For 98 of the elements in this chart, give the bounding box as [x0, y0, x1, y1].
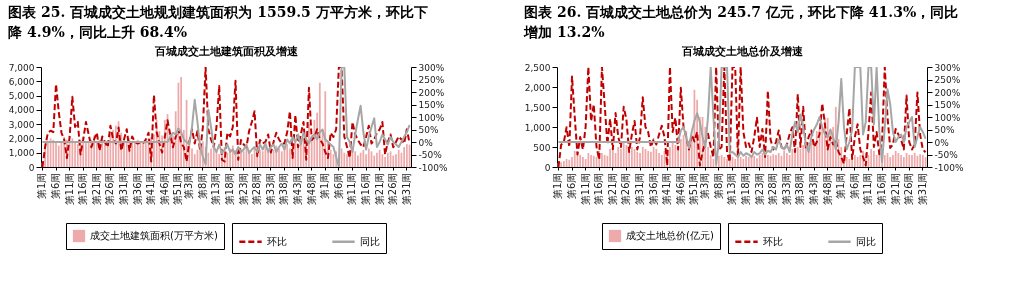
x-tick-label: 第31周 — [633, 172, 645, 206]
x-tick-label: 第16周 — [360, 172, 372, 206]
x-tick-label: 第38周 — [793, 172, 805, 206]
x-tick-label: 第21周 — [90, 172, 102, 206]
x-tick-label: 第31周 — [916, 172, 928, 206]
chart-title: 图表 26. 百城成交土地总价为 245.7 亿元，环比下降 41.3%，同比增加 13.2% — [522, 4, 958, 40]
chart-subtitle: 百城成交土地建筑面积及增速 — [153, 45, 299, 58]
x-tick-label: 第13周 — [210, 172, 222, 206]
y-tick-label: 2,000 — [524, 82, 551, 93]
y2-tick-label: -100% — [934, 162, 964, 173]
y-tick-label: 7,000 — [8, 62, 35, 73]
y2-tick-label: 100% — [934, 112, 961, 123]
y-tick-label: 2,500 — [524, 62, 551, 73]
x-tick-label: 第26周 — [387, 172, 399, 206]
legend-label: 成交土地总价(亿元) — [625, 230, 714, 241]
x-tick-label: 第23周 — [237, 172, 249, 206]
x-tick-label: 第3周 — [698, 172, 710, 199]
y2-tick-label: 50% — [934, 125, 955, 135]
chart-title: 图表 25. 百城成交土地规划建筑面积为 1559.5 万平方米，环比下降 4.9%，同比上升 68.4% — [8, 4, 428, 40]
y2-tick-label: 150% — [418, 100, 445, 110]
y-tick-label: 0 — [28, 162, 35, 173]
chart-subtitle: 百城成交土地总价及增速 — [680, 45, 803, 58]
x-tick-label: 第46周 — [674, 172, 686, 206]
x-tick-label: 第13周 — [725, 172, 737, 206]
legend-label: 环比 — [762, 235, 783, 247]
x-tick-label: 第48周 — [821, 172, 833, 206]
x-tick-label: 第36周 — [647, 172, 659, 206]
x-tick-label: 第43周 — [807, 172, 819, 206]
x-tick-label: 第38周 — [278, 172, 290, 206]
x-tick-label: 第18周 — [224, 172, 236, 206]
y2-tick-label: 300% — [934, 62, 961, 73]
x-tick-label: 第8周 — [712, 172, 724, 199]
x-tick-label: 第31周 — [400, 172, 412, 206]
y-tick-label: 6,000 — [8, 76, 35, 87]
x-tick-label: 第46周 — [158, 172, 170, 206]
x-tick-label: 第6周 — [565, 172, 577, 199]
y-tick-label: 4,000 — [8, 105, 35, 116]
y-tick-label: 5,000 — [8, 91, 35, 102]
x-tick-label: 第6周 — [332, 172, 344, 199]
x-tick-label: 第6周 — [848, 172, 860, 199]
x-tick-label: 第1周 — [36, 172, 48, 199]
x-tick-label: 第11周 — [861, 172, 873, 206]
x-tick-label: 第33周 — [264, 172, 276, 206]
y2-tick-label: 200% — [418, 87, 445, 98]
y2-tick-label: 100% — [418, 112, 445, 123]
x-tick-label: 第33周 — [780, 172, 792, 206]
y-tick-label: 3,000 — [8, 119, 35, 130]
x-tick-label: 第26周 — [902, 172, 914, 206]
y2-tick-label: 250% — [934, 75, 961, 85]
x-tick-label: 第3周 — [183, 172, 195, 199]
x-tick-label: 第18周 — [739, 172, 751, 206]
x-tick-label: 第1周 — [319, 172, 331, 199]
x-tick-label: 第51周 — [687, 172, 699, 206]
legend-label: 同比 — [360, 235, 380, 247]
y-tick-label: 1,000 — [524, 122, 551, 133]
y2-tick-label: -50% — [418, 150, 443, 160]
x-tick-label: 第8周 — [196, 172, 208, 199]
x-tick-label: 第11周 — [63, 172, 75, 206]
y-tick-label: 500 — [532, 142, 551, 153]
y2-tick-label: 50% — [418, 125, 439, 135]
x-tick-label: 第21周 — [373, 172, 385, 206]
x-tick-label: 第26周 — [104, 172, 116, 206]
y-tick-label: 1,500 — [524, 102, 551, 113]
legend-label: 同比 — [855, 235, 876, 247]
x-tick-label: 第16周 — [77, 172, 89, 206]
y2-tick-label: 0% — [934, 137, 949, 148]
x-tick-label: 第23周 — [753, 172, 765, 206]
x-tick-label: 第21周 — [606, 172, 618, 206]
legend-label: 环比 — [267, 235, 287, 247]
x-tick-label: 第41周 — [145, 172, 157, 206]
x-tick-label: 第48周 — [305, 172, 317, 206]
y2-tick-label: -100% — [418, 162, 448, 173]
y-tick-label: 0 — [544, 162, 551, 173]
y-tick-label: 1,000 — [8, 148, 35, 159]
x-tick-label: 第21周 — [889, 172, 901, 206]
y2-tick-label: 300% — [418, 62, 445, 73]
x-tick-label: 第16周 — [875, 172, 887, 206]
x-tick-label: 第1周 — [834, 172, 846, 199]
x-tick-label: 第41周 — [660, 172, 672, 206]
x-tick-label: 第26周 — [619, 172, 631, 206]
x-tick-label: 第43周 — [292, 172, 304, 206]
x-tick-label: 第31周 — [118, 172, 130, 206]
x-tick-label: 第1周 — [551, 172, 563, 199]
y2-tick-label: 200% — [934, 87, 961, 98]
x-tick-label: 第11周 — [579, 172, 591, 206]
y2-tick-label: 250% — [418, 75, 445, 85]
y2-tick-label: 0% — [418, 137, 434, 148]
y2-tick-label: -50% — [934, 150, 958, 160]
x-tick-label: 第36周 — [131, 172, 143, 206]
legend-label: 成交土地建筑面积(万平方米) — [90, 230, 218, 241]
x-tick-label: 第11周 — [346, 172, 358, 206]
x-tick-label: 第28周 — [251, 172, 263, 206]
x-tick-label: 第6周 — [50, 172, 62, 199]
x-tick-label: 第51周 — [172, 172, 184, 206]
y-tick-label: 2,000 — [8, 133, 35, 144]
y2-tick-label: 150% — [934, 100, 961, 110]
x-tick-label: 第16周 — [592, 172, 604, 206]
x-tick-label: 第28周 — [766, 172, 778, 206]
